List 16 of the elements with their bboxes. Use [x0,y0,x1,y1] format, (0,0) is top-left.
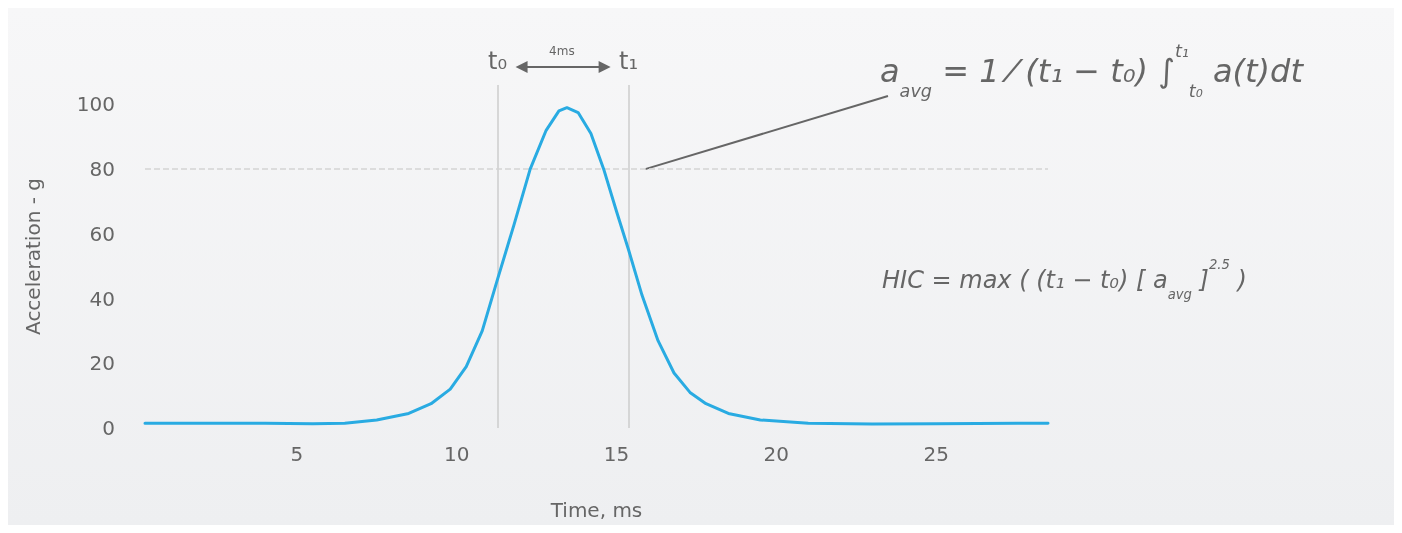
x-tick-label: 20 [763,442,790,466]
y-tick-label: 40 [89,286,115,311]
y-tick-label: 20 [89,351,115,376]
y-axis-title: Acceleration - g [21,178,45,335]
x-axis-title: Time, ms [549,498,643,522]
y-tick-label: 0 [102,416,115,440]
y-tick-label: 100 [76,92,115,117]
x-tick-label: 15 [603,442,630,466]
text: 4ms [549,44,575,58]
y-tick-label: 60 [89,221,115,246]
ref-line-label: t₀ [488,47,508,75]
x-tick-label: 25 [923,442,949,466]
x-tick-label: 5 [290,442,304,466]
x-tick-label: 10 [443,442,470,466]
ref-line-label: t₁ [619,47,639,75]
y-tick-label: 80 [89,157,115,182]
